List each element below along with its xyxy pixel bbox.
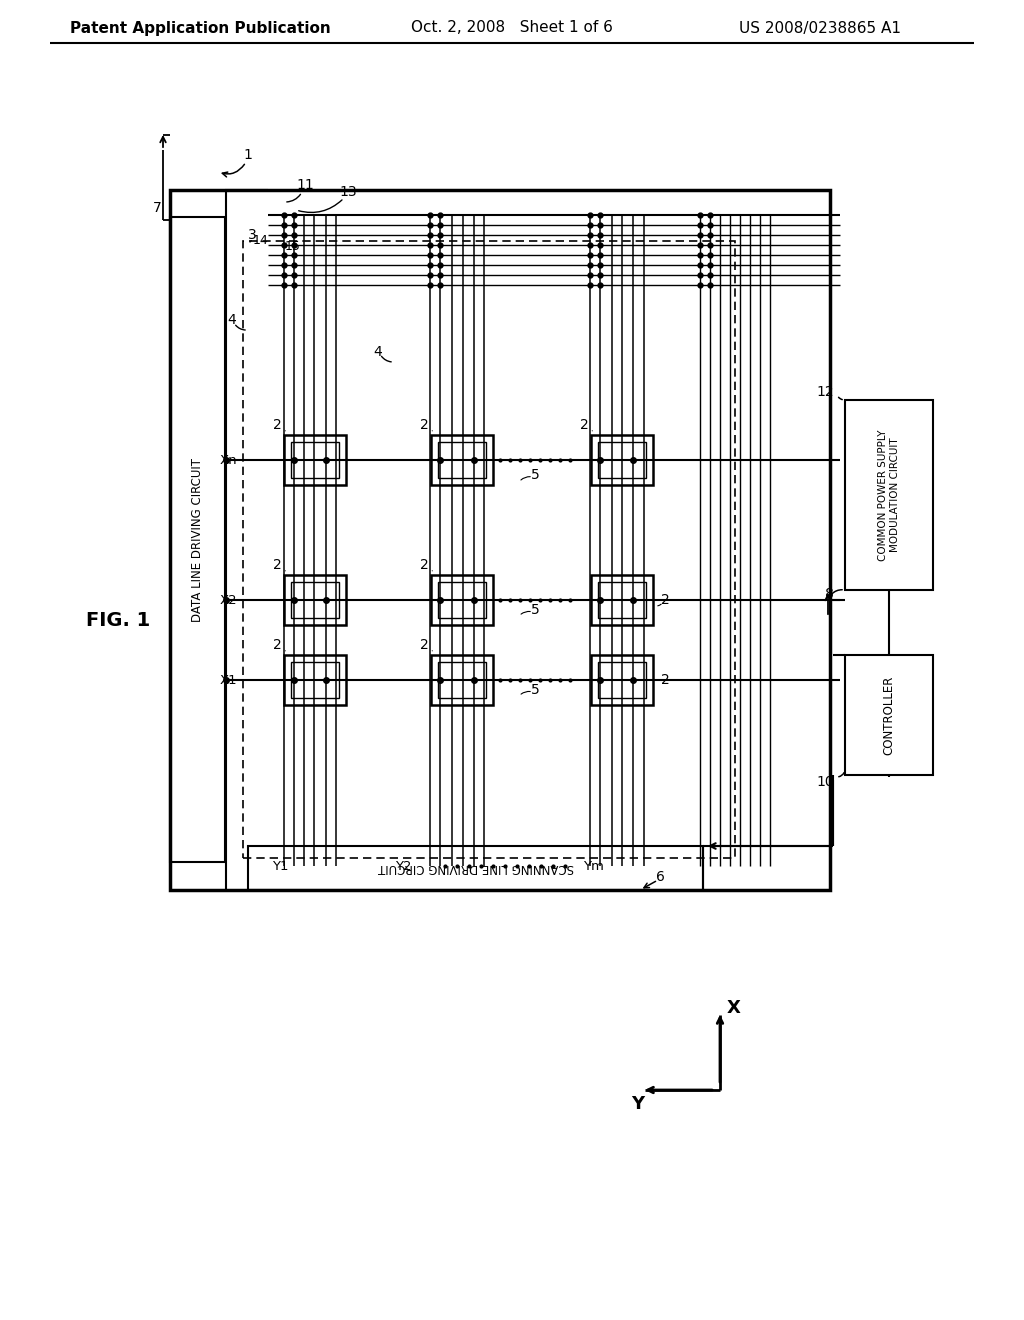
Text: Y1: Y1 (272, 861, 289, 874)
Bar (284, 576, 346, 624)
Text: 5: 5 (530, 682, 540, 697)
Text: X2: X2 (219, 594, 237, 606)
Text: 7: 7 (154, 201, 162, 215)
Text: X: X (727, 999, 741, 1016)
Text: COMMON POWER SUPPLY
MODULATION CIRCUIT: COMMON POWER SUPPLY MODULATION CIRCUIT (879, 429, 900, 561)
Bar (170, 216, 225, 862)
Bar (243, 242, 735, 858)
Bar (598, 582, 646, 618)
Text: 2: 2 (273, 418, 282, 432)
Text: 2: 2 (420, 418, 429, 432)
Text: 2: 2 (420, 638, 429, 652)
Text: X1: X1 (219, 673, 237, 686)
Bar (431, 436, 493, 484)
Bar (291, 442, 339, 478)
Text: 2: 2 (581, 418, 589, 432)
Text: CONTROLLER: CONTROLLER (883, 676, 896, 755)
Bar (591, 576, 653, 624)
Text: 13: 13 (339, 185, 356, 199)
Bar (438, 442, 486, 478)
Bar (431, 576, 493, 624)
Bar (845, 655, 933, 775)
Text: 2: 2 (273, 638, 282, 652)
Bar (591, 655, 653, 705)
Bar (431, 655, 493, 705)
Text: Oct. 2, 2008   Sheet 1 of 6: Oct. 2, 2008 Sheet 1 of 6 (411, 21, 613, 36)
Text: 2: 2 (662, 593, 670, 607)
Text: 1: 1 (244, 148, 253, 162)
Text: 8: 8 (825, 587, 834, 601)
Text: 12: 12 (816, 385, 834, 399)
Text: 2: 2 (662, 673, 670, 686)
Bar (438, 663, 486, 698)
Text: DATA LINE DRIVING CIRCUIT: DATA LINE DRIVING CIRCUIT (191, 458, 204, 622)
Bar (598, 442, 646, 478)
Bar (248, 846, 703, 890)
Text: SCANNING LINE DRIVING CIRCUIT: SCANNING LINE DRIVING CIRCUIT (378, 862, 573, 874)
Bar (291, 582, 339, 618)
Text: 3: 3 (248, 228, 256, 242)
Bar (598, 663, 646, 698)
Bar (438, 582, 486, 618)
Text: FIG. 1: FIG. 1 (86, 610, 151, 630)
Bar (284, 436, 346, 484)
Text: 5: 5 (530, 603, 540, 616)
Text: 6: 6 (655, 870, 665, 884)
Text: 5: 5 (530, 469, 540, 482)
Bar (170, 190, 830, 890)
Text: 4: 4 (374, 345, 382, 359)
Text: 4: 4 (227, 313, 237, 327)
Text: Y: Y (632, 1096, 644, 1113)
Bar (591, 436, 653, 484)
Text: 2: 2 (273, 558, 282, 572)
Text: 14: 14 (252, 234, 268, 247)
Text: Ym: Ym (583, 861, 604, 874)
Bar (284, 655, 346, 705)
Bar (291, 663, 339, 698)
Text: Patent Application Publication: Patent Application Publication (70, 21, 331, 36)
Bar (845, 400, 933, 590)
Text: US 2008/0238865 A1: US 2008/0238865 A1 (739, 21, 901, 36)
Text: 11: 11 (296, 178, 314, 191)
Text: 2: 2 (420, 558, 429, 572)
Text: 15: 15 (285, 240, 301, 253)
Text: Xn: Xn (219, 454, 237, 466)
Text: 10: 10 (816, 775, 834, 789)
Text: Y2: Y2 (395, 861, 412, 874)
